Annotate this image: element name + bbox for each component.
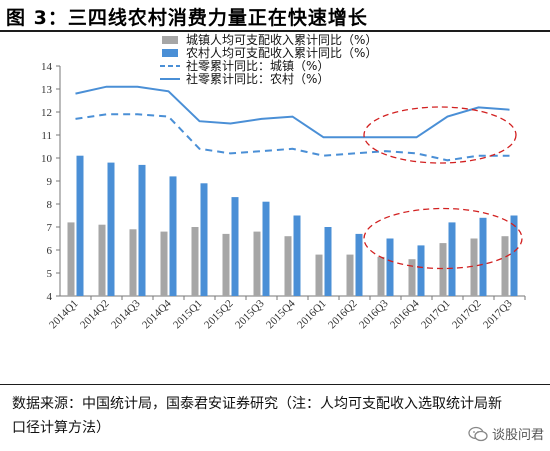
y-tick-label: 9: [47, 176, 53, 188]
watermark-text: 谈股问君: [491, 428, 544, 443]
bar-urban-income: [191, 227, 199, 296]
x-tick-label: 2014Q2: [78, 298, 112, 332]
bar-urban-income: [439, 243, 447, 296]
bar-rural-income: [262, 201, 270, 296]
source-note: 数据来源：中国统计局，国泰君安证券研究（注：人均可支配收入选取统计局新口径计算方…: [12, 396, 502, 436]
bar-urban-income: [160, 231, 168, 296]
legend-label: 城镇人均可支配收入累计同比（%）: [186, 33, 377, 47]
y-tick-label: 6: [47, 245, 53, 257]
x-tick-label: 2016Q4: [388, 297, 422, 331]
bar-urban-income: [501, 236, 509, 296]
y-tick-label: 13: [41, 84, 53, 96]
bar-urban-income: [315, 254, 323, 296]
x-tick-label: 2014Q4: [140, 297, 174, 331]
x-tick-label: 2015Q1: [171, 298, 205, 332]
x-tick-label: 2017Q2: [450, 298, 484, 332]
y-tick-label: 5: [47, 268, 53, 280]
y-tick-label: 4: [47, 291, 53, 303]
x-tick-label: 2017Q3: [481, 297, 515, 331]
bar-rural-income: [293, 215, 301, 296]
bar-rural-income: [417, 245, 425, 296]
y-tick-label: 12: [41, 107, 52, 119]
x-tick-label: 2015Q4: [264, 297, 298, 331]
x-tick-label: 2016Q2: [326, 298, 360, 332]
source-divider: [0, 384, 550, 385]
line-retail-urban: [75, 113, 510, 162]
bar-rural-income: [138, 164, 146, 296]
bar-urban-income: [98, 224, 106, 296]
x-tick-label: 2015Q3: [233, 297, 267, 331]
watermark: 谈股问君: [468, 424, 544, 443]
bar-urban-income: [470, 238, 478, 296]
wechat-icon: [468, 426, 488, 442]
legend-label: 社零累计同比：农村（%）: [186, 71, 329, 86]
bar-rural-income: [479, 217, 487, 296]
y-tick-label: 8: [47, 199, 53, 211]
line-retail-rural: [75, 85, 510, 139]
highlight-ellipse-retail: [363, 106, 517, 164]
legend-label: 农村人均可支配收入累计同比（%）: [186, 46, 377, 60]
bar-urban-income: [408, 259, 416, 296]
bar-rural-income: [200, 183, 208, 296]
bar-rural-income: [510, 215, 518, 296]
y-tick-label: 14: [41, 61, 53, 73]
legend-swatch: [162, 49, 178, 57]
bar-rural-income: [169, 176, 177, 296]
legend-swatch: [162, 36, 178, 44]
bar-rural-income: [107, 162, 115, 296]
y-tick-label: 11: [41, 130, 52, 142]
x-tick-label: 2015Q2: [202, 298, 236, 332]
bar-urban-income: [253, 231, 261, 296]
figure-title: 图 3：三四线农村消费力量正在快速增长: [6, 7, 368, 29]
bar-rural-income: [386, 238, 394, 296]
bar-rural-income: [324, 227, 332, 296]
bar-rural-income: [231, 197, 239, 296]
y-tick-label: 10: [41, 153, 53, 165]
bar-rural-income: [76, 155, 84, 296]
x-tick-label: 2016Q1: [295, 298, 329, 332]
legend-label: 社零累计同比：城镇（%）: [186, 58, 329, 73]
x-tick-label: 2017Q1: [419, 298, 453, 332]
bar-rural-income: [355, 233, 363, 296]
bar-urban-income: [377, 256, 385, 296]
highlight-ellipse-income: [363, 207, 523, 270]
bar-urban-income: [129, 229, 137, 296]
bar-urban-income: [67, 222, 75, 296]
bar-rural-income: [448, 222, 456, 296]
y-tick-label: 7: [47, 222, 53, 234]
bar-urban-income: [222, 233, 230, 296]
x-tick-label: 2016Q3: [357, 297, 391, 331]
figure-title-bar: 图 3：三四线农村消费力量正在快速增长: [0, 0, 550, 32]
bar-urban-income: [346, 254, 354, 296]
bar-urban-income: [284, 236, 292, 296]
x-tick-label: 2014Q1: [47, 298, 81, 332]
x-tick-label: 2014Q3: [109, 297, 143, 331]
chart: 4 5 6 7 8 9 10 11 12 13 14 2014Q12014Q22014Q32014Q4…: [41, 33, 526, 332]
